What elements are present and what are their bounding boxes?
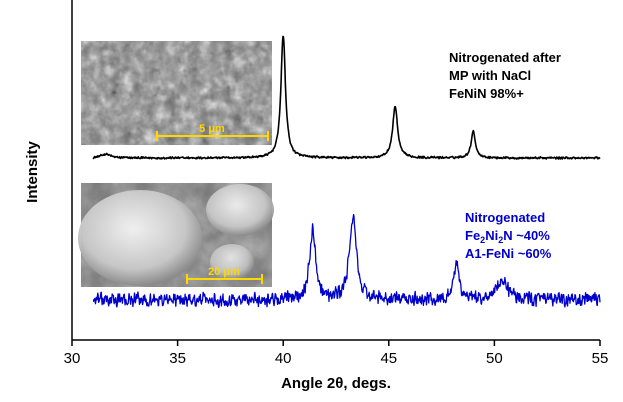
- x-tick-label-35: 35: [169, 350, 186, 367]
- x-tick-label-30: 30: [64, 350, 81, 367]
- x-axis-title: Angle 2θ, degs.: [281, 375, 391, 392]
- x-tick-label-50: 50: [486, 350, 503, 367]
- x-tick-label-40: 40: [275, 350, 292, 367]
- sem-image-top: 5 μm: [81, 41, 272, 145]
- x-tick-label-55: 55: [592, 350, 609, 367]
- annotation-bottom-line-1: Nitrogenated: [465, 210, 545, 225]
- scale-label-bottom: 20 μm: [208, 266, 240, 278]
- y-axis-title: Intensity: [24, 141, 41, 203]
- x-axis-ticks: 30 35 40 45 50 55: [64, 340, 609, 367]
- annotation-top-line-3: FeNiN 98%+: [449, 86, 524, 101]
- x-tick-label-45: 45: [380, 350, 397, 367]
- series-line-nitrogenated: [92, 213, 601, 309]
- annotation-top: Nitrogenated after MP with NaCl FeNiN 98…: [449, 50, 561, 101]
- annotation-bottom-line-3: A1-FeNi ~60%: [465, 246, 552, 261]
- annotation-top-line-2: MP with NaCl: [449, 68, 531, 83]
- formula-rest: N ~40%: [503, 228, 550, 243]
- formula-sub-1: 2: [480, 235, 485, 245]
- formula-fe: Fe: [465, 228, 480, 243]
- formula-ni: Ni: [485, 228, 498, 243]
- annotation-bottom: Nitrogenated Fe2Ni2N ~40% A1-FeNi ~60%: [465, 210, 552, 261]
- annotation-bottom-line-2: Fe2Ni2N ~40%: [465, 228, 550, 245]
- scale-label-top: 5 μm: [199, 123, 225, 135]
- series-line-nitrogenated-after-mp: [92, 35, 601, 160]
- annotation-top-line-1: Nitrogenated after: [449, 50, 561, 65]
- sem-image-bottom: 20 μm: [78, 183, 274, 287]
- formula-sub-2: 2: [498, 235, 503, 245]
